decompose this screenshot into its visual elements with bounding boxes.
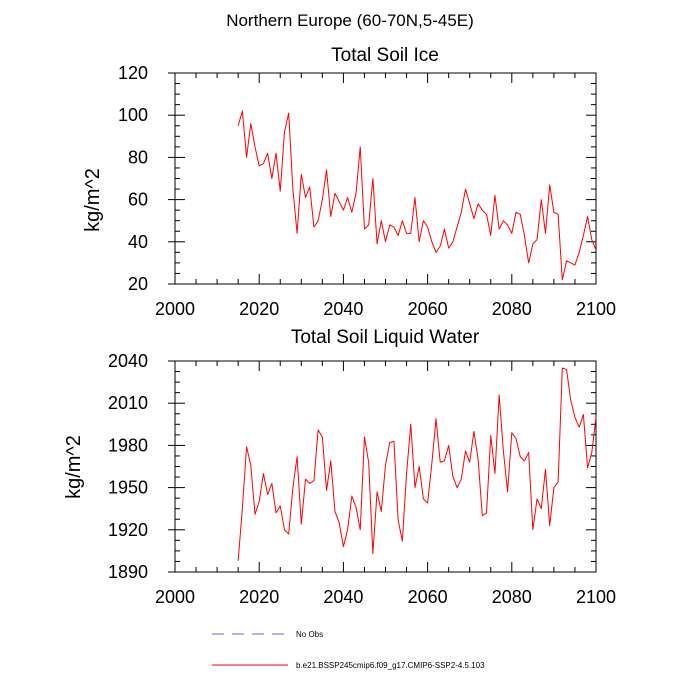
y-tick-label: 120 xyxy=(118,63,148,83)
y-tick-label: 2040 xyxy=(108,351,148,371)
plot-frame xyxy=(174,72,597,285)
chart-panel-soil-ice: Total Soil Ice kg/m^2 2000 2020 2040 2060 20… xyxy=(82,45,616,319)
y-axis-label: kg/m^2 xyxy=(63,435,85,499)
series-group xyxy=(237,110,597,281)
y-axis-label: kg/m^2 xyxy=(82,168,104,232)
y-tick-label: 80 xyxy=(128,147,148,167)
legend-label-no-obs: No Obs xyxy=(296,630,323,639)
x-tick-label: 2100 xyxy=(576,587,616,607)
y-tick-label: 100 xyxy=(118,105,148,125)
x-tick-label: 2020 xyxy=(239,587,279,607)
x-tick-label: 2020 xyxy=(239,299,279,319)
legend-label-model: b.e21.BSSP245cmip6.f09_g17.CMIP6-SSP2-4.… xyxy=(296,661,485,670)
axis-ticks xyxy=(168,72,597,285)
x-tick-label: 2000 xyxy=(155,587,195,607)
y-tick-label: 1920 xyxy=(108,520,148,540)
axis-ticks xyxy=(168,360,597,573)
y-tick-label: 2010 xyxy=(108,393,148,413)
x-tick-label: 2040 xyxy=(323,299,363,319)
x-tick-label: 2080 xyxy=(492,587,532,607)
x-tick-label: 2100 xyxy=(576,299,616,319)
legend: No Obs b.e21.BSSP245cmip6.f09_g17.CMIP6-… xyxy=(212,630,485,670)
chart-panel-soil-liquid-water: Total Soil Liquid Water kg/m^2 2000 2020 2… xyxy=(63,327,616,607)
x-tick-label: 2060 xyxy=(408,299,448,319)
x-tick-label: 2080 xyxy=(492,299,532,319)
series-line xyxy=(237,110,597,281)
chart-title: Total Soil Ice xyxy=(331,45,439,66)
y-tick-label: 1950 xyxy=(108,478,148,498)
y-tick-label: 40 xyxy=(128,232,148,252)
x-tick-label: 2000 xyxy=(155,299,195,319)
y-tick-label: 20 xyxy=(128,274,148,294)
y-tick-label: 60 xyxy=(128,190,148,210)
figure-title: Northern Europe (60-70N,5-45E) xyxy=(226,11,474,30)
x-tick-label: 2060 xyxy=(408,587,448,607)
y-tick-label: 1980 xyxy=(108,435,148,455)
y-tick-label: 1890 xyxy=(108,562,148,582)
tick-labels: 2000 2020 2040 2060 2080 2100 1890 1920 1950 1980… xyxy=(108,351,616,607)
series-line xyxy=(237,367,597,561)
series-group xyxy=(237,367,597,561)
x-tick-label: 2040 xyxy=(323,587,363,607)
chart-title: Total Soil Liquid Water xyxy=(291,327,480,348)
